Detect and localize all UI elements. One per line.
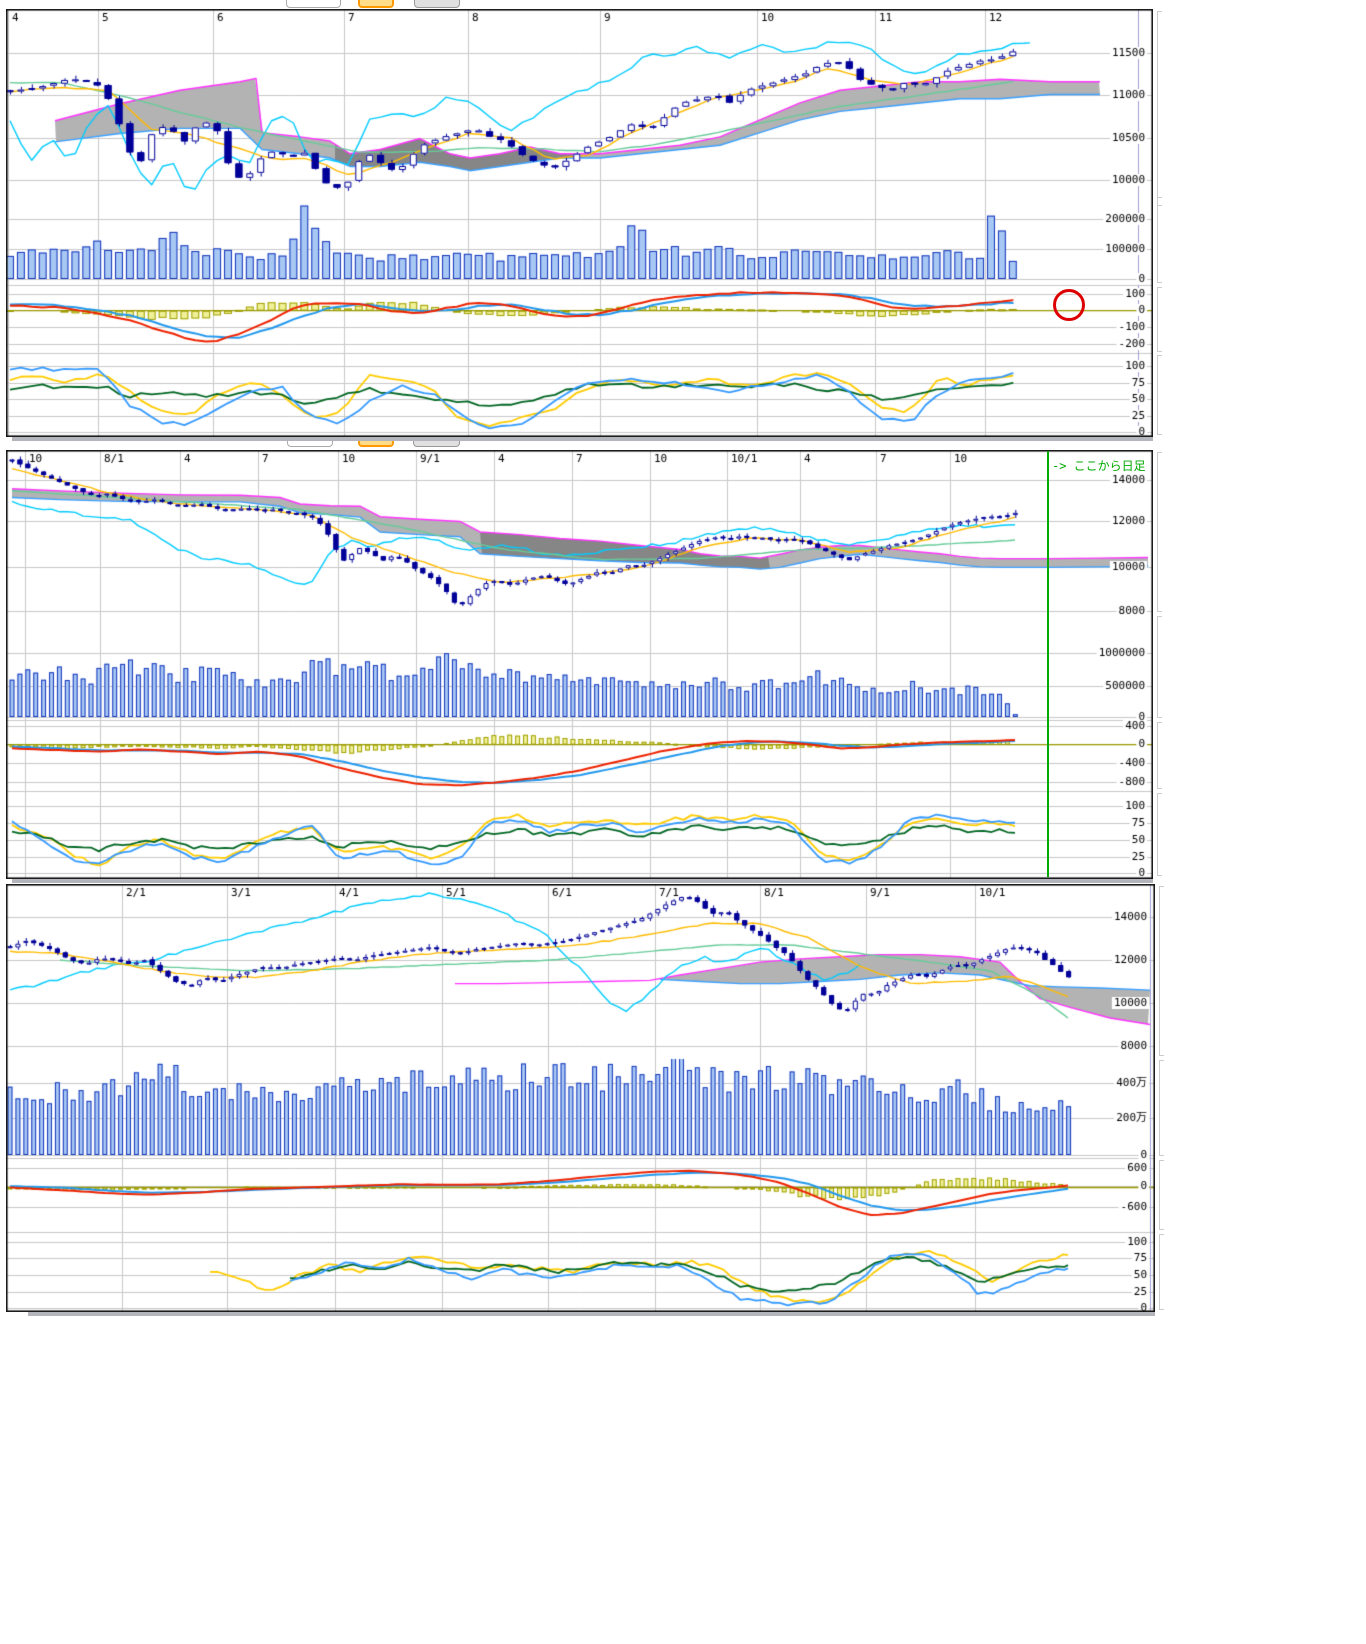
panel-shadow	[28, 1312, 1155, 1316]
panel-scale-bracket	[1157, 355, 1162, 435]
panel-scale-bracket	[1157, 287, 1162, 352]
toolbar-button-1[interactable]	[286, 0, 341, 8]
weekly-chart-panel-middle[interactable]	[6, 450, 1153, 879]
panel-scale-bracket	[1159, 886, 1164, 1056]
toolbar-button-2[interactable]	[358, 0, 394, 8]
panel-scale-bracket	[1159, 1160, 1164, 1230]
panel-shadow	[12, 879, 1153, 883]
panel-shadow	[12, 437, 1153, 441]
panel-scale-bracket	[1157, 452, 1162, 612]
panel-scale-bracket	[1157, 197, 1162, 283]
panel-scale-bracket	[1159, 1234, 1164, 1310]
daily-data-start-note: -> ここから日足	[1052, 459, 1146, 473]
panel-scale-bracket	[1157, 11, 1162, 206]
daily-chart-panel-bottom[interactable]	[6, 884, 1155, 1312]
panel-scale-bracket	[1159, 1060, 1164, 1156]
daily-data-start-line	[1047, 451, 1049, 877]
weekly-chart-panel-top[interactable]	[6, 9, 1153, 437]
panel-scale-bracket	[1157, 722, 1162, 789]
red-circle-annotation	[1053, 289, 1085, 321]
toolbar-button-3[interactable]	[414, 0, 460, 8]
panel-scale-bracket	[1157, 793, 1162, 876]
panel-scale-bracket	[1157, 616, 1162, 718]
